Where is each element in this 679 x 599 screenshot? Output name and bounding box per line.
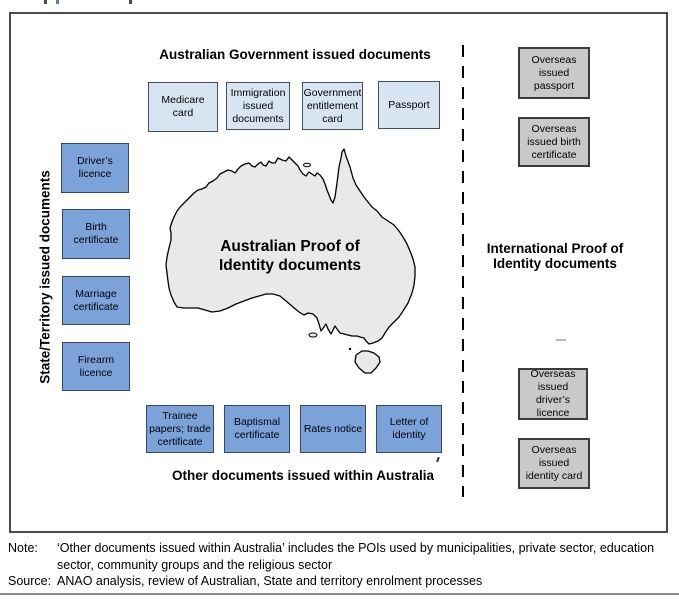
heading-state-territory: State/Territory issued documents bbox=[37, 170, 53, 384]
heading-international: International Proof of Identity document… bbox=[486, 241, 624, 271]
box-passport: Passport bbox=[378, 81, 440, 129]
note-text: ‘Other documents issued within Australia… bbox=[57, 541, 655, 572]
box-immigration-issued-documents: Immigration issued documents bbox=[226, 82, 290, 130]
source-label: Source: bbox=[8, 574, 52, 588]
bottom-divider-line bbox=[0, 593, 679, 595]
source-text: ANAO analysis, review of Australian, Sta… bbox=[57, 574, 483, 588]
australia-map bbox=[165, 148, 416, 374]
box-birth-certificate: Birth certificate bbox=[62, 209, 130, 259]
box-firearm-licence: Firearm licence bbox=[62, 342, 130, 391]
stray-mark bbox=[556, 339, 566, 341]
map-center-label: Australian Proof of Identity documents bbox=[218, 238, 362, 274]
box-rates-notice: Rates notice bbox=[300, 405, 366, 453]
cropped-text-remnant bbox=[56, 0, 59, 4]
box-overseas-issued-identity-card: Overseas issued identity card bbox=[518, 438, 590, 489]
note-label: Note: bbox=[8, 541, 38, 555]
box-medicare-card: Medicare card bbox=[148, 82, 218, 132]
heading-australian-government: Australian Government issued documents bbox=[159, 47, 431, 62]
footer-notes: Note: ‘Other documents issued within Aus… bbox=[8, 540, 674, 590]
cropped-text-remnant bbox=[44, 0, 47, 4]
box-marriage-certificate: Marriage certificate bbox=[62, 276, 130, 325]
cropped-text-remnant bbox=[129, 0, 132, 4]
dashed-divider bbox=[462, 45, 464, 497]
box-overseas-issued-passport: Overseas issued passport bbox=[518, 47, 590, 99]
box-drivers-licence: Driver’s licence bbox=[61, 143, 129, 193]
heading-other-documents: Other documents issued within Australia bbox=[171, 468, 435, 483]
box-government-entitlement-card: Government entitlement card bbox=[302, 82, 363, 130]
box-overseas-issued-birth-certificate: Overseas issued birth certificate bbox=[518, 117, 590, 167]
box-letter-of-identity: Letter of identity bbox=[376, 405, 442, 453]
box-baptismal-certificate: Baptismal certificate bbox=[224, 405, 290, 453]
box-overseas-issued-drivers-licence: Overseas issued driver’s licence bbox=[518, 368, 588, 420]
box-trainee-papers-trade-certificate: Trainee papers; trade certificate bbox=[146, 405, 214, 453]
